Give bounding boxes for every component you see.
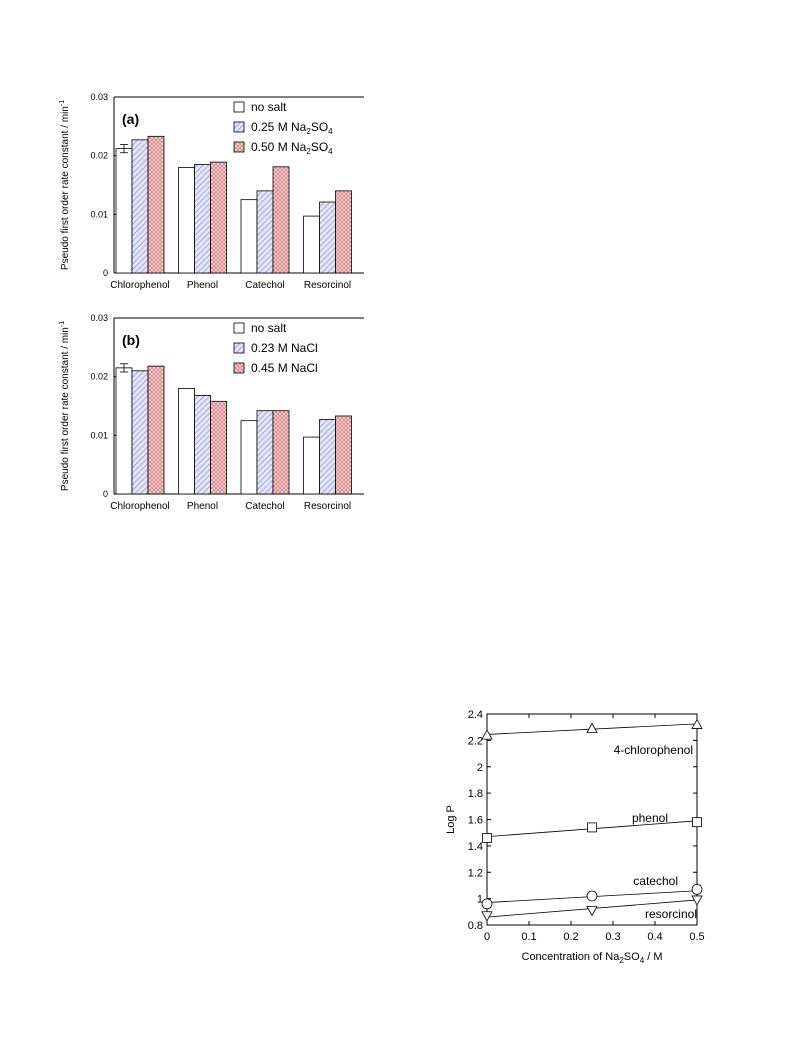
bar [131,370,149,495]
bar [131,139,149,274]
bar [178,166,195,274]
x-tick-label: Chlorophenol [110,501,170,512]
x-tick-label: 0.5 [689,931,704,943]
y-tick-label: 0.8 [468,920,483,932]
data-point [481,911,493,922]
x-tick-label: 0.1 [521,931,536,943]
y-tick-label: 1.8 [468,788,483,800]
series-label: resorcinol [645,907,697,921]
x-tick-label: Resorcinol [304,280,351,291]
bar [335,415,352,495]
panel-label: (b) [122,332,140,348]
bar [115,148,133,274]
bar [147,135,165,274]
legend-swatch [233,342,245,354]
bar [303,436,320,495]
x-tick-label: 0.3 [605,931,620,943]
y-tick-label: 0 [103,489,108,499]
legend-entry: 0.25 M Na2SO4 [251,120,333,136]
bar [210,400,227,495]
x-tick-label: 0.2 [563,931,578,943]
y-axis-title: Pseudo first order rate constant / min-1 [59,100,71,270]
data-point [692,817,702,828]
y-tick-label: 1.6 [468,815,483,827]
panel-label: (a) [122,111,139,127]
x-tick-label: Chlorophenol [110,280,170,291]
y-tick-label: 0 [103,268,108,278]
x-tick-label: 0.4 [647,931,662,943]
series-label: catechol [633,874,678,888]
x-tick-label: Catechol [245,280,284,291]
data-point [586,906,598,917]
bar [194,164,211,274]
y-axis-title: Pseudo first order rate constant / min-1 [59,321,71,491]
bar [256,410,274,495]
legend-entry: no salt [251,100,287,114]
bar [303,215,320,274]
y-tick-label: 1.2 [468,867,483,879]
scatter-chart: 0.8 1 1.2 1.4 1.6 1.8 2 2.2 2.4 0 0.1 0.2 0.3 0.4 0.5 L… [445,709,705,965]
legend-entry: 0.23 M NaCl [251,341,318,355]
bar [240,420,258,495]
legend-swatch [233,141,245,153]
bar-chart-panel-1: 0 0.01 0.02 0.03 Pseudo first order rate con… [59,313,364,512]
data-point [586,722,598,733]
data-point [691,895,703,906]
data-point [691,883,703,895]
x-tick-label: Phenol [187,280,218,291]
bar [115,367,133,495]
y-tick-label: 0.02 [90,372,108,382]
y-tick-label: 1.4 [468,841,483,853]
bar [256,190,274,274]
legend-entry: 0.50 M Na2SO4 [251,140,333,156]
series-label: phenol [632,811,668,825]
data-point [691,718,703,729]
y-tick-label: 2.4 [468,709,483,721]
y-tick-label: 0.03 [90,313,108,323]
bar [272,410,290,495]
bar-chart-panel-0: 0 0.01 0.02 0.03 Pseudo first order rate con… [59,92,364,291]
y-tick-label: 2.2 [468,735,483,747]
y-tick-label: 0.02 [90,151,108,161]
x-tick-label: Resorcinol [304,501,351,512]
data-point [481,729,493,740]
bar [210,161,227,274]
bar [240,199,258,274]
x-tick-label: Catechol [245,501,284,512]
bar [178,387,195,495]
legend-entry: 0.45 M NaCl [251,361,318,375]
y-tick-label: 0.01 [90,430,108,440]
legend-swatch [233,101,245,113]
bar [319,201,336,274]
bar [319,419,336,495]
bar [335,190,352,274]
x-tick-label: 0 [484,931,490,943]
x-tick-label: Phenol [187,501,218,512]
data-point [481,898,493,910]
data-point [587,822,597,833]
legend-swatch [233,121,245,133]
data-point [482,833,492,843]
y-tick-label: 2 [477,762,483,774]
data-point [586,890,598,902]
y-tick-label: 0.03 [90,92,108,102]
series-label: 4-chlorophenol [614,743,693,757]
legend-swatch [233,362,245,374]
legend-swatch [233,322,245,334]
legend-entry: no salt [251,321,287,335]
x-axis-title: Concentration of Na2SO4 / M [522,951,663,965]
y-axis-title: Log P [445,805,457,834]
bar [194,395,211,495]
bar [147,365,165,495]
y-tick-label: 1 [477,894,483,906]
y-tick-label: 0.01 [90,209,108,219]
bar [272,166,290,274]
